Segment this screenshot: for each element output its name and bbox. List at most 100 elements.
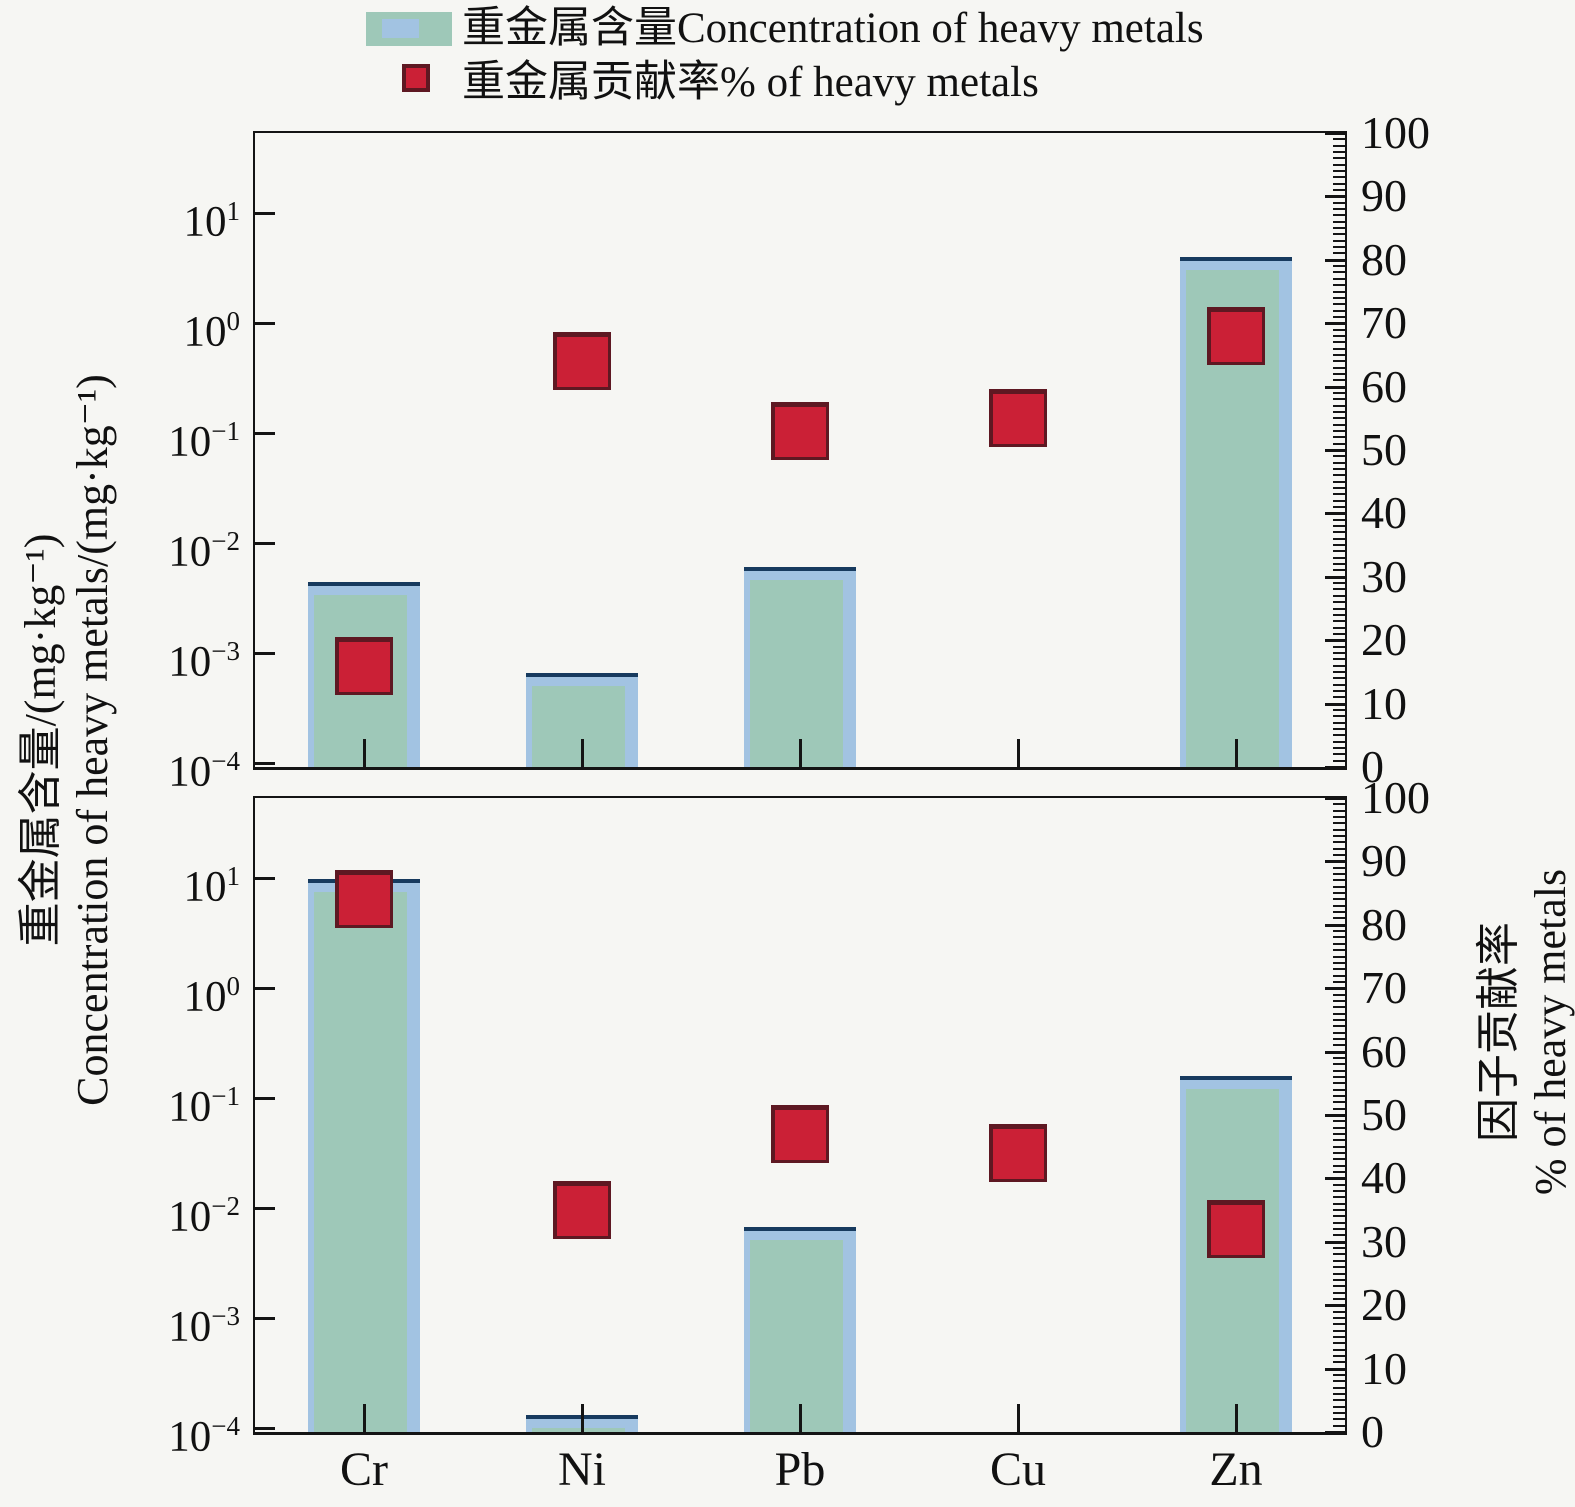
right-minor-tick <box>1333 1006 1345 1009</box>
right-minor-tick <box>1333 999 1345 1002</box>
right-minor-tick <box>1333 822 1345 825</box>
right-minor-tick <box>1333 1361 1345 1364</box>
right-minor-tick <box>1333 480 1345 483</box>
right-minor-tick <box>1333 271 1345 274</box>
right-minor-tick <box>1333 658 1345 661</box>
right-minor-tick <box>1333 613 1345 616</box>
right-minor-tick <box>1333 391 1345 394</box>
right-minor-tick <box>1333 1037 1345 1040</box>
right-tick-label: 80 <box>1361 898 1407 950</box>
right-minor-tick <box>1333 1171 1345 1174</box>
right-minor-tick <box>1333 1335 1345 1338</box>
right-minor-tick <box>1333 632 1345 635</box>
right-minor-tick <box>1333 182 1345 185</box>
left-axis-title-zh: 重金属含量/(mg·kg⁻¹) <box>16 533 65 947</box>
right-minor-tick <box>1333 911 1345 914</box>
right-minor-tick <box>1333 664 1345 667</box>
legend-label-concentration: 重金属含量Concentration of heavy metals <box>462 5 1204 52</box>
right-minor-tick <box>1333 1094 1345 1097</box>
right-tick-label: 30 <box>1361 550 1407 602</box>
right-minor-tick <box>1333 1297 1345 1300</box>
right-minor-tick <box>1333 493 1345 496</box>
right-axis-title-en: % of heavy metals <box>1526 868 1575 1196</box>
marker-bottom-Zn <box>1207 1200 1265 1259</box>
right-minor-tick <box>1333 296 1345 299</box>
right-tick <box>1325 575 1345 579</box>
right-tick-label: 0 <box>1361 1406 1384 1457</box>
right-minor-tick <box>1333 1221 1345 1224</box>
right-minor-tick <box>1333 1259 1345 1262</box>
right-minor-tick <box>1333 563 1345 566</box>
right-minor-tick <box>1333 974 1345 977</box>
bar-fill <box>532 1428 625 1432</box>
right-minor-tick <box>1333 537 1345 540</box>
left-tick-label: 10−2 <box>168 1191 240 1241</box>
marker-bottom-Cu <box>989 1124 1047 1183</box>
x-category-label-Zn: Zn <box>1209 1443 1263 1496</box>
marker-top-Pb <box>771 401 829 460</box>
right-minor-tick <box>1333 828 1345 831</box>
right-minor-tick <box>1333 220 1345 223</box>
right-minor-tick <box>1333 677 1345 680</box>
right-tick <box>1325 258 1345 262</box>
right-tick <box>1325 195 1345 199</box>
left-tick <box>255 1097 275 1100</box>
right-tick <box>1325 1114 1345 1117</box>
right-minor-tick <box>1333 759 1345 762</box>
right-tick <box>1325 639 1345 643</box>
right-minor-tick <box>1333 506 1345 509</box>
right-minor-tick <box>1333 347 1345 350</box>
left-axis-title: 重金属含量/(mg·kg⁻¹) Concentration of heavy m… <box>15 40 121 1440</box>
right-minor-tick <box>1333 157 1345 160</box>
right-minor-tick <box>1333 1012 1345 1015</box>
right-minor-tick <box>1333 1247 1345 1250</box>
x-tick-top-Ni <box>580 739 584 767</box>
right-minor-tick <box>1333 873 1345 876</box>
right-tick-label: 30 <box>1361 1215 1407 1267</box>
right-minor-tick <box>1333 841 1345 844</box>
x-tick-top-Cr <box>362 739 366 767</box>
right-minor-tick <box>1333 525 1345 528</box>
right-tick-label: 40 <box>1361 487 1407 539</box>
right-minor-tick <box>1333 1228 1345 1231</box>
right-minor-tick <box>1333 582 1345 585</box>
right-minor-tick <box>1333 334 1345 337</box>
right-minor-tick <box>1333 1316 1345 1319</box>
right-minor-tick <box>1333 499 1345 502</box>
right-minor-tick <box>1333 1075 1345 1078</box>
right-minor-tick <box>1333 1411 1345 1414</box>
x-category-label-Ni: Ni <box>558 1443 606 1496</box>
right-minor-tick <box>1333 239 1345 242</box>
right-minor-tick <box>1333 715 1345 718</box>
marker-top-Cr <box>335 636 393 695</box>
right-minor-tick <box>1333 1272 1345 1275</box>
left-tick-label: 10−3 <box>168 636 240 686</box>
right-minor-tick <box>1333 138 1345 141</box>
right-minor-tick <box>1333 1025 1345 1028</box>
right-minor-tick <box>1333 1215 1345 1218</box>
right-minor-tick <box>1333 651 1345 654</box>
right-minor-tick <box>1333 246 1345 249</box>
right-minor-tick <box>1333 854 1345 857</box>
right-tick <box>1325 1050 1345 1054</box>
right-minor-tick <box>1333 1126 1345 1129</box>
marker-bottom-Cr <box>335 870 393 929</box>
legend-bar-swatch-inner <box>382 19 419 38</box>
right-minor-tick <box>1333 594 1345 597</box>
right-minor-tick <box>1333 1152 1345 1155</box>
right-minor-tick <box>1333 917 1345 920</box>
bar-bottom-Cr <box>308 878 420 1432</box>
x-tick-bottom-Zn <box>1234 1404 1238 1432</box>
right-minor-tick <box>1333 201 1345 204</box>
right-minor-tick <box>1333 290 1345 293</box>
x-tick-bottom-Pb <box>798 1404 802 1432</box>
right-tick-label: 90 <box>1361 835 1407 887</box>
right-minor-tick <box>1333 1183 1345 1186</box>
right-minor-tick <box>1333 936 1345 939</box>
right-minor-tick <box>1333 645 1345 648</box>
right-minor-tick <box>1333 442 1345 445</box>
right-minor-tick <box>1333 1342 1345 1345</box>
left-tick <box>255 877 275 880</box>
right-tick <box>1325 449 1345 452</box>
right-minor-tick <box>1333 410 1345 413</box>
